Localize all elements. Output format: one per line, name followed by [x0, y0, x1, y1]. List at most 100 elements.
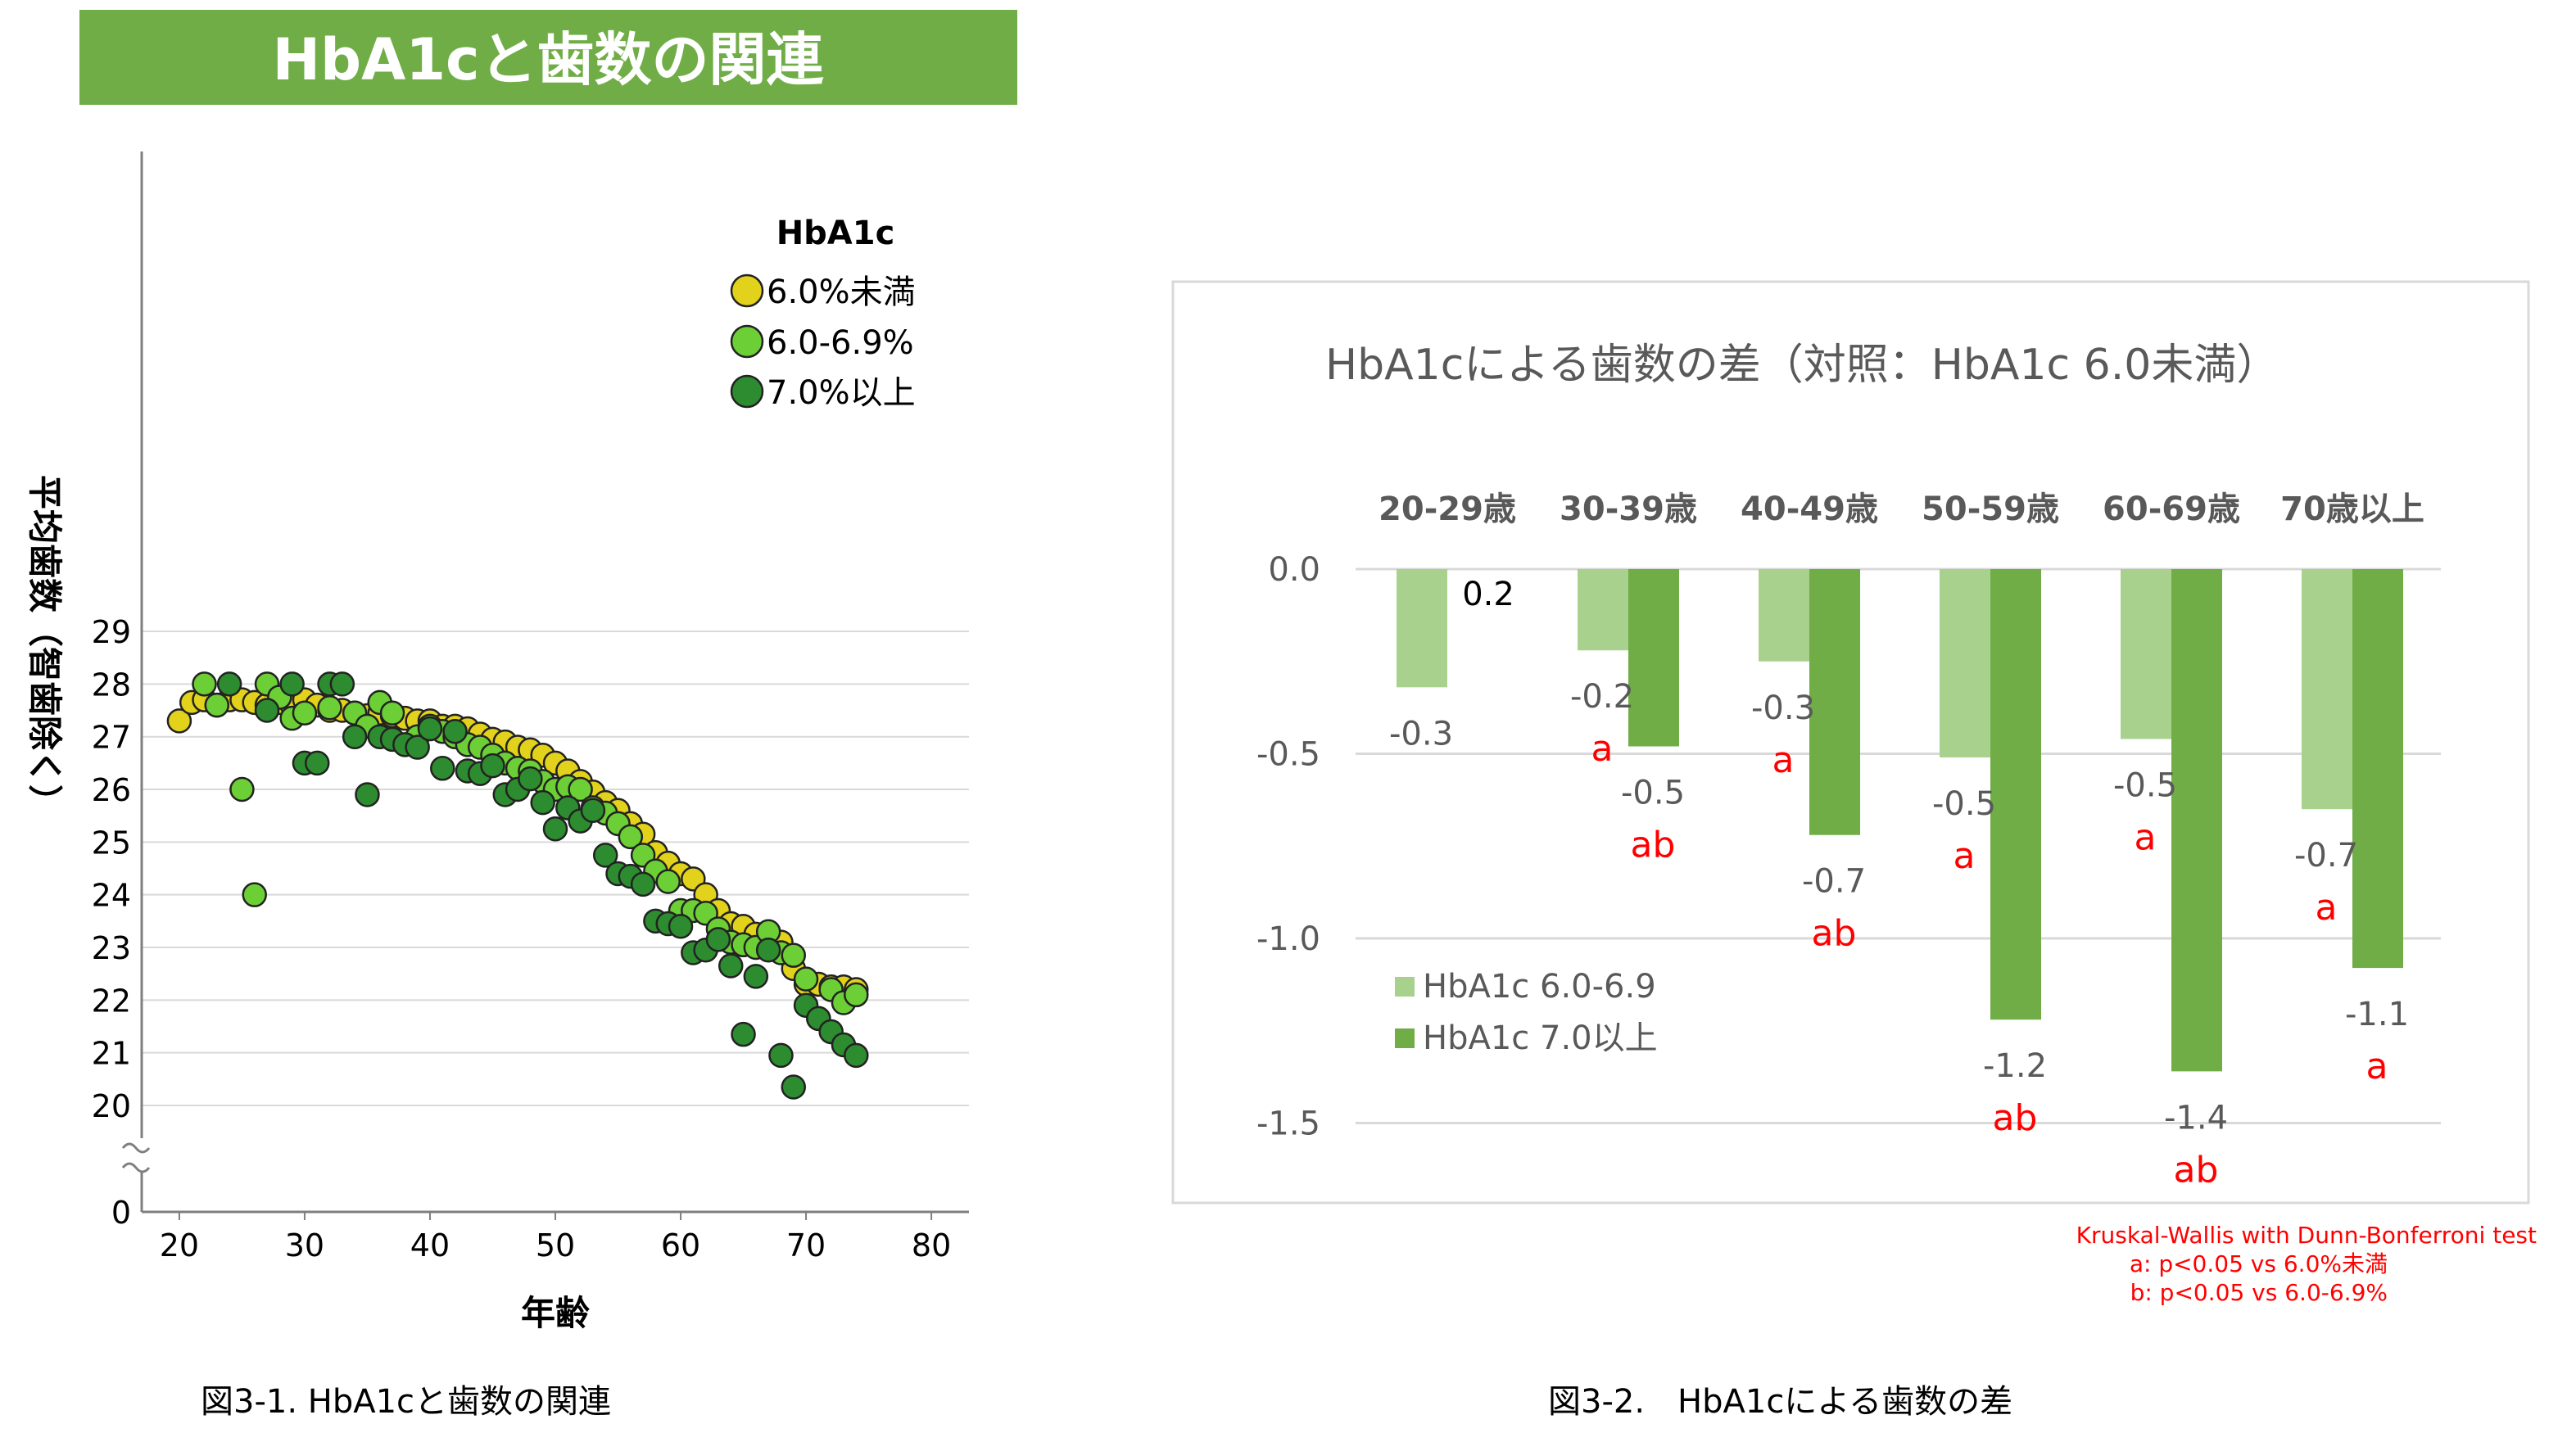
scatter-point-ge7 — [580, 798, 606, 824]
scatter-point-6to69 — [793, 966, 819, 992]
scatter-point-ge7 — [405, 735, 430, 760]
title-banner — [79, 10, 1017, 105]
scatter-point-ge7 — [304, 750, 330, 776]
bar-6to69 — [2121, 569, 2171, 739]
scatter-point-ge7 — [530, 789, 555, 816]
y-tick-label: 23 — [92, 930, 131, 966]
bar-ge7 — [1809, 569, 1860, 835]
scatter-point-ge7 — [254, 698, 280, 723]
bar-panel: HbA1cによる歯数の差（対照：HbA1c 6.0未満） 0.0 -0.5 -1.0… — [1171, 280, 2537, 1421]
scatter-point-6to69 — [242, 882, 267, 907]
bar-value-label: -0.5 — [1932, 785, 1996, 823]
significance-letter: a — [1954, 835, 1976, 877]
scatter-point-ge7 — [417, 716, 443, 742]
scatter-gridlines — [142, 631, 969, 1106]
scatter-point-ge7 — [755, 937, 781, 963]
bar-ge7 — [1628, 569, 1679, 747]
legend-label-lt6: 6.0%未満 — [767, 273, 916, 311]
scatter-point-ge7 — [216, 671, 242, 697]
bar-category-labels: 20-29歳 30-39歳 40-49歳 50-59歳 60-69歳 70歳以上 — [1379, 490, 2424, 528]
scatter-point-ge7 — [768, 1042, 794, 1069]
scatter-point-ge7 — [329, 671, 355, 697]
bar-value-labels: -0.30.2-0.2a-0.5ab-0.3a-0.7ab-0.5a-1.2ab… — [1389, 576, 2409, 1191]
scatter-point-ge7 — [518, 766, 543, 792]
bar-value-label: -0.3 — [1389, 715, 1453, 753]
y-tick-label: 27 — [92, 720, 131, 756]
bar-value-label: -1.1 — [2345, 996, 2409, 1033]
bar-y-tick-label: -1.5 — [1256, 1105, 1320, 1143]
y-tick-label-zero: 0 — [111, 1195, 131, 1231]
x-tick-label: 70 — [786, 1227, 826, 1263]
bar-value-label: -0.7 — [1802, 863, 1866, 901]
y-tick-label: 28 — [92, 667, 131, 703]
scatter-point-6to69 — [292, 700, 318, 726]
bar-ge7 — [2352, 569, 2403, 969]
y-tick-label: 29 — [92, 614, 131, 650]
significance-note-b: b: p<0.05 vs 6.0-6.9% — [2130, 1279, 2388, 1306]
bar-value-label: -0.5 — [1621, 774, 1685, 811]
bar-ge7 — [2171, 569, 2222, 1072]
scatter-point-ge7 — [279, 671, 305, 697]
scatter-point-ge7 — [781, 1074, 807, 1100]
bar-category-label: 20-29歳 — [1379, 490, 1516, 528]
scatter-point-ge7 — [430, 756, 455, 781]
bar-6to69 — [1759, 569, 1809, 662]
bar-legend: HbA1c 6.0-6.9 HbA1c 7.0以上 — [1395, 968, 1658, 1057]
y-tick-label: 20 — [92, 1088, 131, 1124]
scatter-x-tick-labels: 20 30 40 50 60 70 80 — [160, 1212, 951, 1263]
scatter-point-6to69 — [844, 982, 869, 1008]
significance-note-a: a: p<0.05 vs 6.0%未満 — [2130, 1250, 2388, 1277]
bar-value-label: -0.3 — [1751, 689, 1815, 727]
legend-label-ge7: HbA1c 7.0以上 — [1423, 1019, 1658, 1057]
scatter-point-6to69 — [204, 692, 230, 718]
scatter-point-6to69 — [568, 776, 593, 802]
bar-y-tick-label: -1.0 — [1256, 920, 1320, 958]
scatter-point-ge7 — [442, 719, 468, 744]
y-tick-label: 24 — [92, 878, 131, 914]
legend-label-6to69: 6.0-6.9% — [767, 324, 914, 362]
y-tick-label: 21 — [92, 1036, 131, 1072]
bar-ge7 — [1990, 569, 2041, 1020]
bar-category-label: 60-69歳 — [2103, 490, 2240, 528]
bar-gridlines — [1356, 567, 2441, 1124]
scatter-point-6to69 — [618, 824, 644, 850]
scatter-points — [166, 671, 869, 1100]
scatter-point-ge7 — [743, 964, 769, 989]
scatter-legend: HbA1c 6.0%未満 6.0-6.9% 7.0%以上 — [730, 215, 916, 412]
y-tick-label: 25 — [92, 825, 131, 861]
bar-6to69 — [2302, 569, 2352, 810]
bar-value-label: -0.5 — [2113, 766, 2177, 804]
bar-6to69 — [1578, 569, 1628, 651]
scatter-point-6to69 — [655, 869, 681, 894]
scatter-y-axis-label: 平均歯数（智歯除く） — [25, 475, 65, 819]
right-figure-caption: 図3-2. HbA1cによる歯数の差 — [1548, 1383, 2012, 1421]
bar-value-label: -0.2 — [1570, 678, 1634, 716]
legend-marker-ge7 — [730, 374, 764, 409]
scatter-point-6to69 — [192, 671, 217, 697]
scatter-point-6to69 — [317, 695, 342, 721]
legend-swatch-6to69 — [1395, 977, 1415, 997]
significance-letter: ab — [1993, 1097, 2038, 1139]
axis-break-gap — [128, 1138, 156, 1171]
bar-category-label: 40-49歳 — [1741, 490, 1878, 528]
scatter-point-ge7 — [480, 753, 505, 779]
bar-value-label: -1.4 — [2164, 1099, 2228, 1137]
legend-marker-lt6 — [730, 273, 764, 308]
bar-y-tick-labels: 0.0 -0.5 -1.0 -1.5 — [1256, 551, 1320, 1143]
bar-chart-title: HbA1cによる歯数の差（対照：HbA1c 6.0未満） — [1325, 341, 2279, 390]
scatter-point-ge7 — [542, 816, 568, 842]
scatter-point-ge7 — [705, 927, 731, 952]
legend-label-ge7: 7.0%以上 — [767, 374, 916, 412]
scatter-y-tick-labels: 20 21 22 23 24 25 26 27 28 29 — [92, 614, 131, 1124]
scatter-point-ge7 — [592, 843, 618, 868]
stats-test-note: Kruskal-Wallis with Dunn-Bonferroni test — [2076, 1222, 2537, 1249]
scatter-point-6to69 — [229, 776, 255, 802]
significance-letter: ab — [2174, 1149, 2219, 1191]
scatter-point-ge7 — [342, 724, 368, 749]
x-tick-label: 30 — [285, 1227, 324, 1263]
significance-letter: a — [1772, 739, 1795, 781]
scatter-point-ge7 — [668, 914, 694, 939]
scatter-point-ge7 — [355, 782, 380, 807]
